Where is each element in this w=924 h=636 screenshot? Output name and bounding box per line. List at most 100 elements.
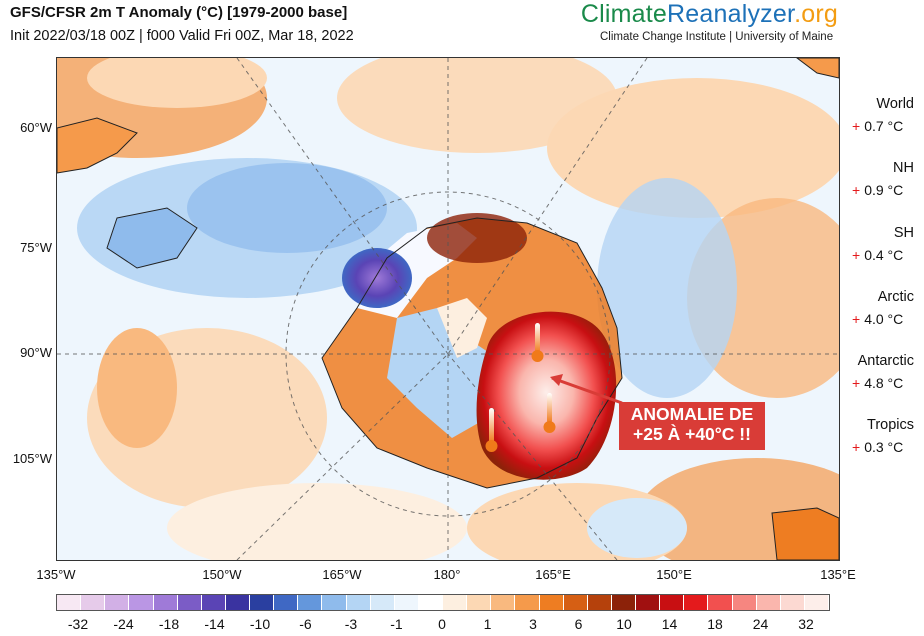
colorbar-label: 14 [661, 616, 678, 632]
plus-sign: + [852, 375, 861, 392]
stat-number: 4.8 °C [864, 375, 904, 392]
stat-antarctic: Antarctic +4.8 °C [845, 353, 924, 417]
stat-tropics: Tropics +0.3 °C [845, 417, 924, 481]
stat-name: Tropics [867, 417, 914, 434]
stat-name: World [876, 96, 914, 112]
map-canvas [57, 58, 839, 560]
colorbar-label: 0 [438, 616, 446, 632]
colorbar-label: -10 [249, 616, 271, 632]
colorbar-swatch [708, 595, 733, 610]
lon-label: 165°E [535, 567, 571, 582]
stat-number: 0.3 °C [864, 439, 904, 456]
colorbar-swatch [153, 595, 178, 610]
anomaly-map [56, 57, 840, 561]
colorbar-swatch [105, 595, 130, 610]
colorbar-swatch [684, 595, 709, 610]
colorbar-label: -32 [67, 616, 89, 632]
colorbar-swatch [780, 595, 805, 610]
plus-sign: + [852, 439, 861, 456]
lon-label: 165°W [322, 567, 362, 582]
plus-sign: + [852, 310, 861, 327]
colorbar-swatch [322, 595, 347, 610]
colorbar-swatch [274, 595, 299, 610]
stat-name: Arctic [877, 288, 914, 305]
stat-arctic: Arctic +4.0 °C [845, 289, 924, 353]
plus-sign: + [852, 118, 861, 134]
thermometer-icon [531, 323, 544, 362]
lon-label: 135°E [820, 567, 856, 582]
colorbar-swatch [587, 595, 612, 610]
stat-nh: NH +0.9 °C [845, 160, 924, 224]
brand-part-1: Climate [580, 0, 668, 28]
colorbar-swatch [756, 595, 781, 610]
colorbar-swatch [491, 595, 516, 610]
colorbar-swatch [57, 595, 82, 610]
lon-label: 150°E [656, 567, 692, 582]
colorbar-label: 6 [574, 616, 583, 632]
stat-value: +0.4 °C [845, 247, 924, 263]
stat-value: +4.0 °C [845, 311, 924, 327]
colorbar-swatch [467, 595, 492, 610]
stat-number: 0.4 °C [864, 246, 904, 263]
lat-label: 75°W [20, 240, 52, 255]
chart-title: GFS/CFSR 2m T Anomaly (°C) [1979-2000 ba… [10, 4, 348, 21]
colorbar-swatch [563, 595, 588, 610]
colorbar-label: -1 [390, 616, 403, 632]
stat-number: 4.0 °C [864, 310, 904, 327]
chart-subtitle: Init 2022/03/18 00Z | f000 Valid Fri 00Z… [10, 28, 354, 44]
colorbar-swatch [515, 595, 540, 610]
colorbar [56, 594, 830, 611]
thermometer-icon [485, 408, 498, 452]
colorbar-swatch [225, 595, 250, 610]
colorbar-label: 3 [529, 616, 537, 632]
stat-number: 0.9 °C [864, 182, 904, 199]
colorbar-label: -24 [113, 616, 134, 632]
colorbar-swatch [394, 595, 419, 610]
colorbar-label: 1 [483, 616, 492, 632]
colorbar-swatch [539, 595, 564, 610]
lon-label: 135°W [36, 567, 76, 582]
lon-label: 180° [433, 567, 461, 582]
brand-logo[interactable]: ClimateReanalyzer.org [581, 0, 838, 29]
stat-sh: SH +0.4 °C [845, 225, 924, 289]
anomaly-callout: ANOMALIE DE +25 À +40°C !! [619, 402, 765, 450]
stat-name: Antarctic [857, 353, 914, 370]
callout-line-1: ANOMALIE DE [630, 404, 754, 424]
lat-label: 60°W [20, 120, 52, 135]
colorbar-swatch [81, 595, 106, 610]
plus-sign: + [852, 182, 861, 199]
stat-name: NH [893, 160, 914, 177]
colorbar-label: -14 [204, 616, 225, 632]
plus-sign: + [852, 246, 861, 263]
thermometer-icon [543, 393, 556, 433]
colorbar-swatch [636, 595, 661, 610]
colorbar-label: 10 [616, 616, 632, 632]
callout-line-2: +25 À +40°C !! [633, 424, 751, 444]
colorbar-swatch [370, 595, 395, 610]
colorbar-swatch [804, 595, 829, 610]
stat-name: SH [893, 224, 914, 241]
stat-value: +0.3 °C [845, 439, 924, 455]
colorbar-swatch [443, 595, 468, 610]
colorbar-label: 32 [798, 616, 814, 632]
colorbar-swatch [660, 595, 685, 610]
brand-subtitle: Climate Change Institute | University of… [600, 31, 834, 43]
lat-label: 90°W [20, 345, 52, 360]
stat-value: +0.7 °C [845, 118, 924, 134]
colorbar-label: -6 [299, 616, 312, 632]
colorbar-label: -18 [158, 616, 180, 632]
colorbar-swatch [418, 595, 443, 610]
colorbar-swatch [298, 595, 323, 610]
stat-world: World +0.7 °C [845, 96, 924, 160]
colorbar-swatch [177, 595, 202, 610]
colorbar-label: -3 [344, 616, 358, 632]
colorbar-label: 24 [752, 616, 769, 632]
stat-number: 0.7 °C [864, 118, 904, 134]
colorbar-swatch [346, 595, 371, 610]
lon-label: 150°W [202, 567, 242, 582]
stat-value: +0.9 °C [845, 182, 924, 198]
brand-part-3: .org [794, 0, 838, 28]
colorbar-swatch [611, 595, 636, 610]
lat-label: 105°W [12, 451, 52, 466]
stats-panel: World +0.7 °C NH +0.9 °C SH +0.4 °C Arct… [845, 96, 924, 482]
